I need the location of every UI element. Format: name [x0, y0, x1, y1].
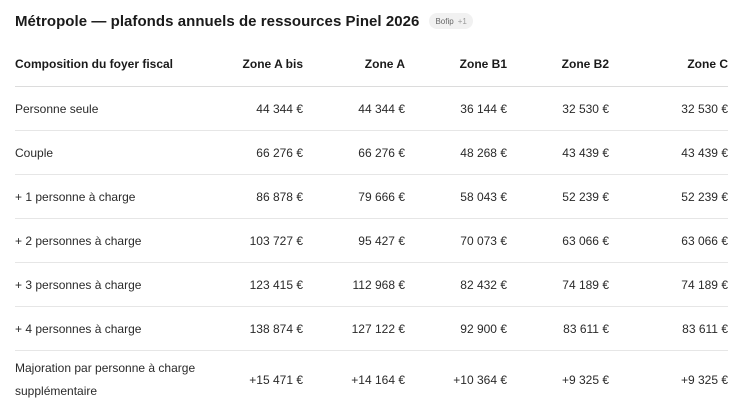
column-header-zone-a-bis: Zone A bis	[203, 42, 303, 87]
column-header-zone-b2: Zone B2	[507, 42, 609, 87]
table-cell: 44 344 €	[203, 86, 303, 131]
table-cell: 63 066 €	[507, 218, 609, 263]
income-ceiling-table: Composition du foyer fiscal Zone A bis Z…	[15, 42, 728, 409]
table-cell: 138 874 €	[203, 306, 303, 351]
table-cell: 36 144 €	[405, 86, 507, 131]
row-label: + 3 personnes à charge	[15, 262, 203, 307]
row-label: Majoration par personne à charge supplém…	[15, 361, 196, 398]
table-cell: 83 611 €	[507, 306, 609, 351]
column-header-zone-b1: Zone B1	[405, 42, 507, 87]
table-cell: 83 611 €	[609, 306, 728, 351]
table-cell: +15 471 €	[249, 373, 303, 387]
table-row: + 3 personnes à charge 123 415 € 112 968…	[15, 262, 728, 307]
source-badge-count: +1	[457, 16, 467, 26]
table-cell: 92 900 €	[405, 306, 507, 351]
table-cell: 123 415 €	[203, 262, 303, 307]
table-cell: +10 364 €	[453, 373, 507, 387]
table-cell: 82 432 €	[405, 262, 507, 307]
source-badge[interactable]: Bofip +1	[429, 13, 473, 29]
table-cell: 44 344 €	[303, 86, 405, 131]
column-header-zone-a: Zone A	[303, 42, 405, 87]
table-cell: 58 043 €	[405, 174, 507, 219]
table-cell: 127 122 €	[303, 306, 405, 351]
table-header-row: Composition du foyer fiscal Zone A bis Z…	[15, 42, 728, 87]
table-cell: 48 268 €	[405, 130, 507, 175]
row-label: + 2 personnes à charge	[15, 218, 203, 263]
table-row: Couple 66 276 € 66 276 € 48 268 € 43 439…	[15, 130, 728, 175]
table-row: + 2 personnes à charge 103 727 € 95 427 …	[15, 218, 728, 263]
table-row: + 4 personnes à charge 138 874 € 127 122…	[15, 306, 728, 351]
column-header-zone-c: Zone C	[609, 42, 728, 87]
row-label: Couple	[15, 130, 203, 175]
table-cell: 79 666 €	[303, 174, 405, 219]
table-cell: 103 727 €	[203, 218, 303, 263]
table-cell: 32 530 €	[609, 86, 728, 131]
row-label: + 4 personnes à charge	[15, 306, 203, 351]
table-cell: 86 878 €	[203, 174, 303, 219]
table-cell: 74 189 €	[507, 262, 609, 307]
table-cell: 70 073 €	[405, 218, 507, 263]
title-row: Métropole — plafonds annuels de ressourc…	[15, 10, 473, 32]
source-badge-label: Bofip	[435, 16, 454, 26]
row-label: + 1 personne à charge	[15, 174, 203, 219]
table-cell: 74 189 €	[609, 262, 728, 307]
table-cell: 52 239 €	[609, 174, 728, 219]
table-cell: 43 439 €	[609, 130, 728, 175]
page-title: Métropole — plafonds annuels de ressourc…	[15, 12, 420, 30]
table-cell: 95 427 €	[303, 218, 405, 263]
row-label: Personne seule	[15, 86, 203, 131]
table-row: Majoration par personne à charge supplém…	[15, 351, 728, 410]
table-cell: 66 276 €	[203, 130, 303, 175]
table-cell: +9 325 €	[561, 373, 609, 387]
table-cell: 63 066 €	[609, 218, 728, 263]
table-cell: 66 276 €	[303, 130, 405, 175]
table-cell: 32 530 €	[507, 86, 609, 131]
table-cell: +9 325 €	[680, 373, 728, 387]
table-cell: 52 239 €	[507, 174, 609, 219]
table-row: Personne seule 44 344 € 44 344 € 36 144 …	[15, 86, 728, 131]
table-cell: 43 439 €	[507, 130, 609, 175]
table-cell: 112 968 €	[303, 262, 405, 307]
column-header-household: Composition du foyer fiscal	[15, 42, 203, 87]
table-cell: +14 164 €	[351, 373, 405, 387]
table-row: + 1 personne à charge 86 878 € 79 666 € …	[15, 174, 728, 219]
